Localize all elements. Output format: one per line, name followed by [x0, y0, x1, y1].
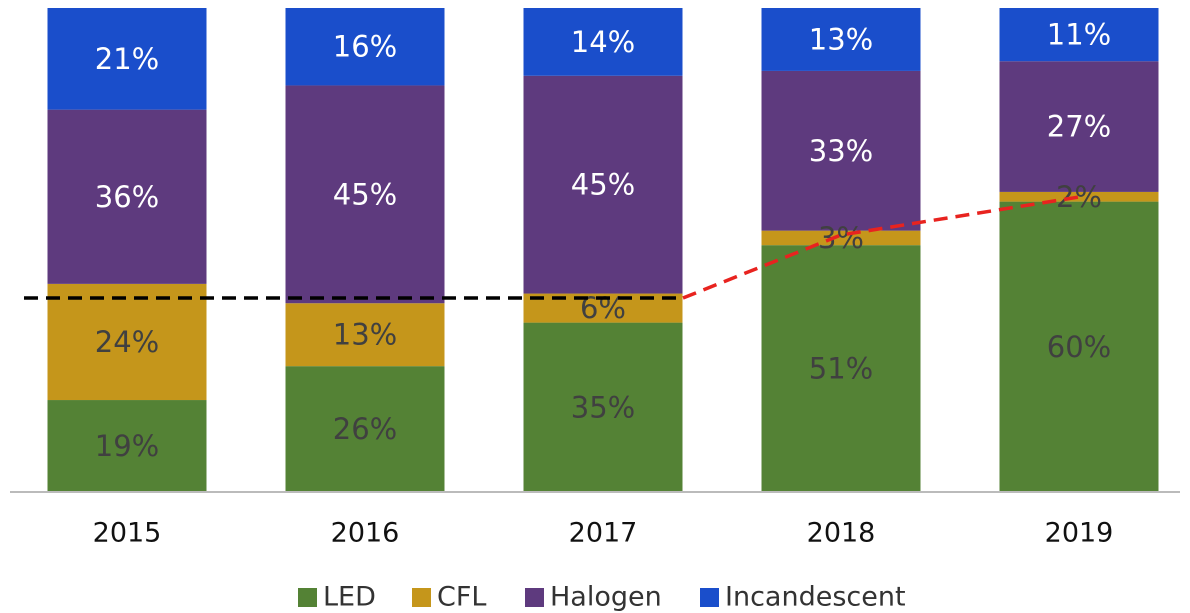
bar-segment — [47, 8, 207, 110]
bar-segment — [761, 8, 921, 71]
bar-segment — [47, 283, 207, 401]
data-label: 24% — [95, 325, 159, 359]
data-label: 13% — [809, 22, 873, 56]
bar-segment — [285, 85, 445, 304]
data-label: 26% — [333, 412, 397, 446]
bar-segment — [47, 400, 207, 492]
legend-swatch — [525, 588, 544, 607]
data-label: 35% — [571, 390, 635, 424]
data-label: 14% — [571, 25, 635, 59]
bar-segment — [285, 8, 445, 86]
bar-segment — [523, 8, 683, 76]
data-label: 51% — [809, 352, 873, 386]
data-label: 19% — [95, 429, 159, 463]
x-tick-label: 2016 — [331, 518, 400, 549]
legend-label: LED — [323, 582, 376, 613]
legend-swatch — [700, 588, 719, 607]
legend: LED CFL Halogen Incandescent — [298, 582, 906, 613]
bar-segment — [999, 8, 1159, 62]
data-label: 21% — [95, 42, 159, 76]
data-label: 2% — [1056, 180, 1102, 214]
bar-segment — [761, 230, 921, 246]
bar-segment — [285, 303, 445, 367]
bar-segment — [999, 201, 1159, 492]
data-label: 45% — [571, 168, 635, 202]
bar-segment — [761, 70, 921, 231]
data-label: 6% — [580, 291, 626, 325]
bar-segment — [47, 109, 207, 284]
trend-line — [682, 195, 1080, 300]
data-label: 13% — [333, 318, 397, 352]
data-label: 16% — [333, 30, 397, 64]
bar-segment — [523, 322, 683, 492]
legend-label: Halogen — [550, 582, 662, 613]
data-label: 33% — [809, 134, 873, 168]
bar-segment — [761, 245, 921, 492]
legend-swatch — [412, 588, 431, 607]
bar-segment — [285, 366, 445, 492]
labels: 19% 24% 36% 21% 2015 26% 13% 45% 16% 2016 35% 6% 45%… — [93, 18, 1114, 549]
legend-label: CFL — [437, 582, 486, 613]
legend-swatch — [298, 588, 317, 607]
data-label: 27% — [1047, 110, 1111, 144]
x-tick-label: 2019 — [1045, 518, 1114, 549]
x-tick-label: 2018 — [807, 518, 876, 549]
data-label: 11% — [1047, 18, 1111, 52]
data-label: 36% — [95, 180, 159, 214]
x-tick-label: 2015 — [93, 518, 162, 549]
bars — [47, 8, 1159, 492]
x-tick-label: 2017 — [569, 518, 638, 549]
data-label: 60% — [1047, 330, 1111, 364]
data-label: 3% — [818, 221, 864, 255]
legend-label: Incandescent — [725, 582, 906, 613]
bar-segment — [523, 75, 683, 294]
bar-segment — [999, 191, 1159, 202]
data-label: 45% — [333, 177, 397, 211]
bar-segment — [999, 61, 1159, 192]
